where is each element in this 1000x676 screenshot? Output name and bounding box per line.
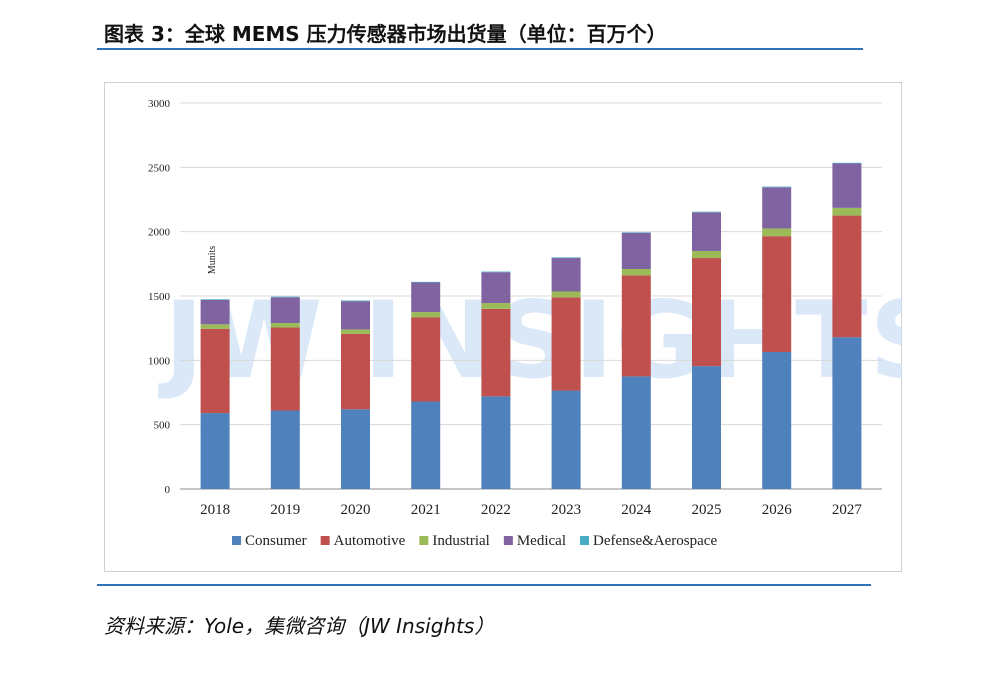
- bar-segment: [341, 329, 370, 334]
- bar-segment: [762, 236, 792, 352]
- bar-segment: [270, 323, 300, 328]
- bar-segment: [621, 275, 651, 377]
- bar-segment: [551, 297, 581, 391]
- bar-segment: [832, 207, 862, 216]
- bar-segment: [411, 281, 441, 283]
- legend-label: Consumer: [245, 533, 307, 549]
- bar-segment: [551, 390, 581, 489]
- legend-label: Automotive: [334, 533, 406, 549]
- x-tick-label: 2020: [341, 502, 371, 518]
- bar-segment: [341, 301, 370, 330]
- bar-segment: [692, 258, 721, 367]
- y-axis-label: Munits: [207, 246, 218, 274]
- bar-segment: [270, 296, 300, 298]
- bar-segment: [832, 162, 862, 164]
- source-separator: [97, 584, 871, 586]
- y-tick-label: 0: [165, 484, 171, 496]
- legend-swatch: [580, 536, 589, 545]
- x-tick-label: 2025: [692, 502, 722, 518]
- y-tick-label: 500: [154, 420, 171, 432]
- legend-swatch: [503, 536, 513, 545]
- bar-segment: [341, 333, 370, 410]
- legend-label: Industrial: [432, 533, 490, 549]
- y-tick-label: 2500: [148, 162, 171, 174]
- bar-segment: [551, 291, 581, 298]
- title-underline: [97, 48, 863, 50]
- bar-segment: [762, 187, 792, 229]
- legend-swatch: [320, 536, 330, 545]
- bar-segment: [692, 250, 721, 259]
- bar-segment: [481, 303, 511, 309]
- page-title: 图表 3：全球 MEMS 压力传感器市场出货量（单位：百万个）: [104, 22, 667, 46]
- x-tick-label: 2024: [621, 502, 652, 518]
- x-tick-label: 2026: [762, 502, 793, 518]
- legend-label: Defense&Aerospace: [593, 533, 717, 549]
- y-tick-label: 1000: [148, 355, 171, 367]
- x-tick-label: 2021: [411, 502, 441, 518]
- bar-segment: [200, 324, 230, 329]
- bar-segment: [481, 271, 511, 273]
- bar-segment: [200, 328, 230, 414]
- bar-segment: [551, 258, 581, 292]
- bar-segment: [621, 376, 651, 489]
- bar-segment: [692, 366, 721, 489]
- bar-segment: [762, 351, 792, 489]
- bar-segment: [200, 413, 230, 489]
- bar-segment: [762, 186, 792, 188]
- x-tick-label: 2023: [551, 502, 581, 518]
- y-tick-label: 3000: [148, 98, 171, 110]
- bar-segment: [341, 409, 370, 489]
- bar-segment: [270, 297, 300, 324]
- bar-segment: [200, 299, 230, 300]
- bar-segment: [411, 317, 441, 402]
- legend-swatch: [232, 536, 241, 545]
- bar-segment: [551, 257, 581, 259]
- bar-segment: [621, 232, 651, 233]
- bar-segment: [762, 228, 792, 237]
- bar-segment: [692, 212, 721, 251]
- bar-segment: [411, 312, 441, 318]
- bar-segment: [411, 401, 441, 489]
- y-tick-label: 1500: [148, 291, 171, 303]
- x-tick-label: 2022: [481, 502, 511, 518]
- legend-swatch: [419, 536, 429, 545]
- source-note: 资料来源：Yole，集微咨询（JW Insights）: [104, 614, 495, 638]
- bar-segment: [621, 268, 651, 276]
- x-tick-label: 2027: [832, 502, 863, 518]
- bar-segment: [832, 215, 862, 338]
- bar-segment: [481, 308, 511, 397]
- bar-segment: [832, 163, 862, 208]
- bar-segment: [832, 337, 862, 489]
- bar-segment: [270, 410, 300, 489]
- bar-segment: [200, 299, 230, 325]
- x-tick-label: 2019: [270, 502, 300, 518]
- stacked-bar-chart: JW INSIGHTS050010001500200025003000Munit…: [148, 98, 902, 549]
- legend-label: Medical: [517, 533, 566, 549]
- bar-segment: [481, 272, 511, 304]
- bar-segment: [621, 232, 651, 269]
- bar-segment: [411, 282, 441, 313]
- bar-segment: [481, 396, 511, 489]
- y-tick-label: 2000: [148, 227, 171, 239]
- bar-segment: [341, 300, 370, 302]
- bar-segment: [270, 327, 300, 411]
- bar-segment: [692, 211, 721, 213]
- x-tick-label: 2018: [200, 502, 230, 518]
